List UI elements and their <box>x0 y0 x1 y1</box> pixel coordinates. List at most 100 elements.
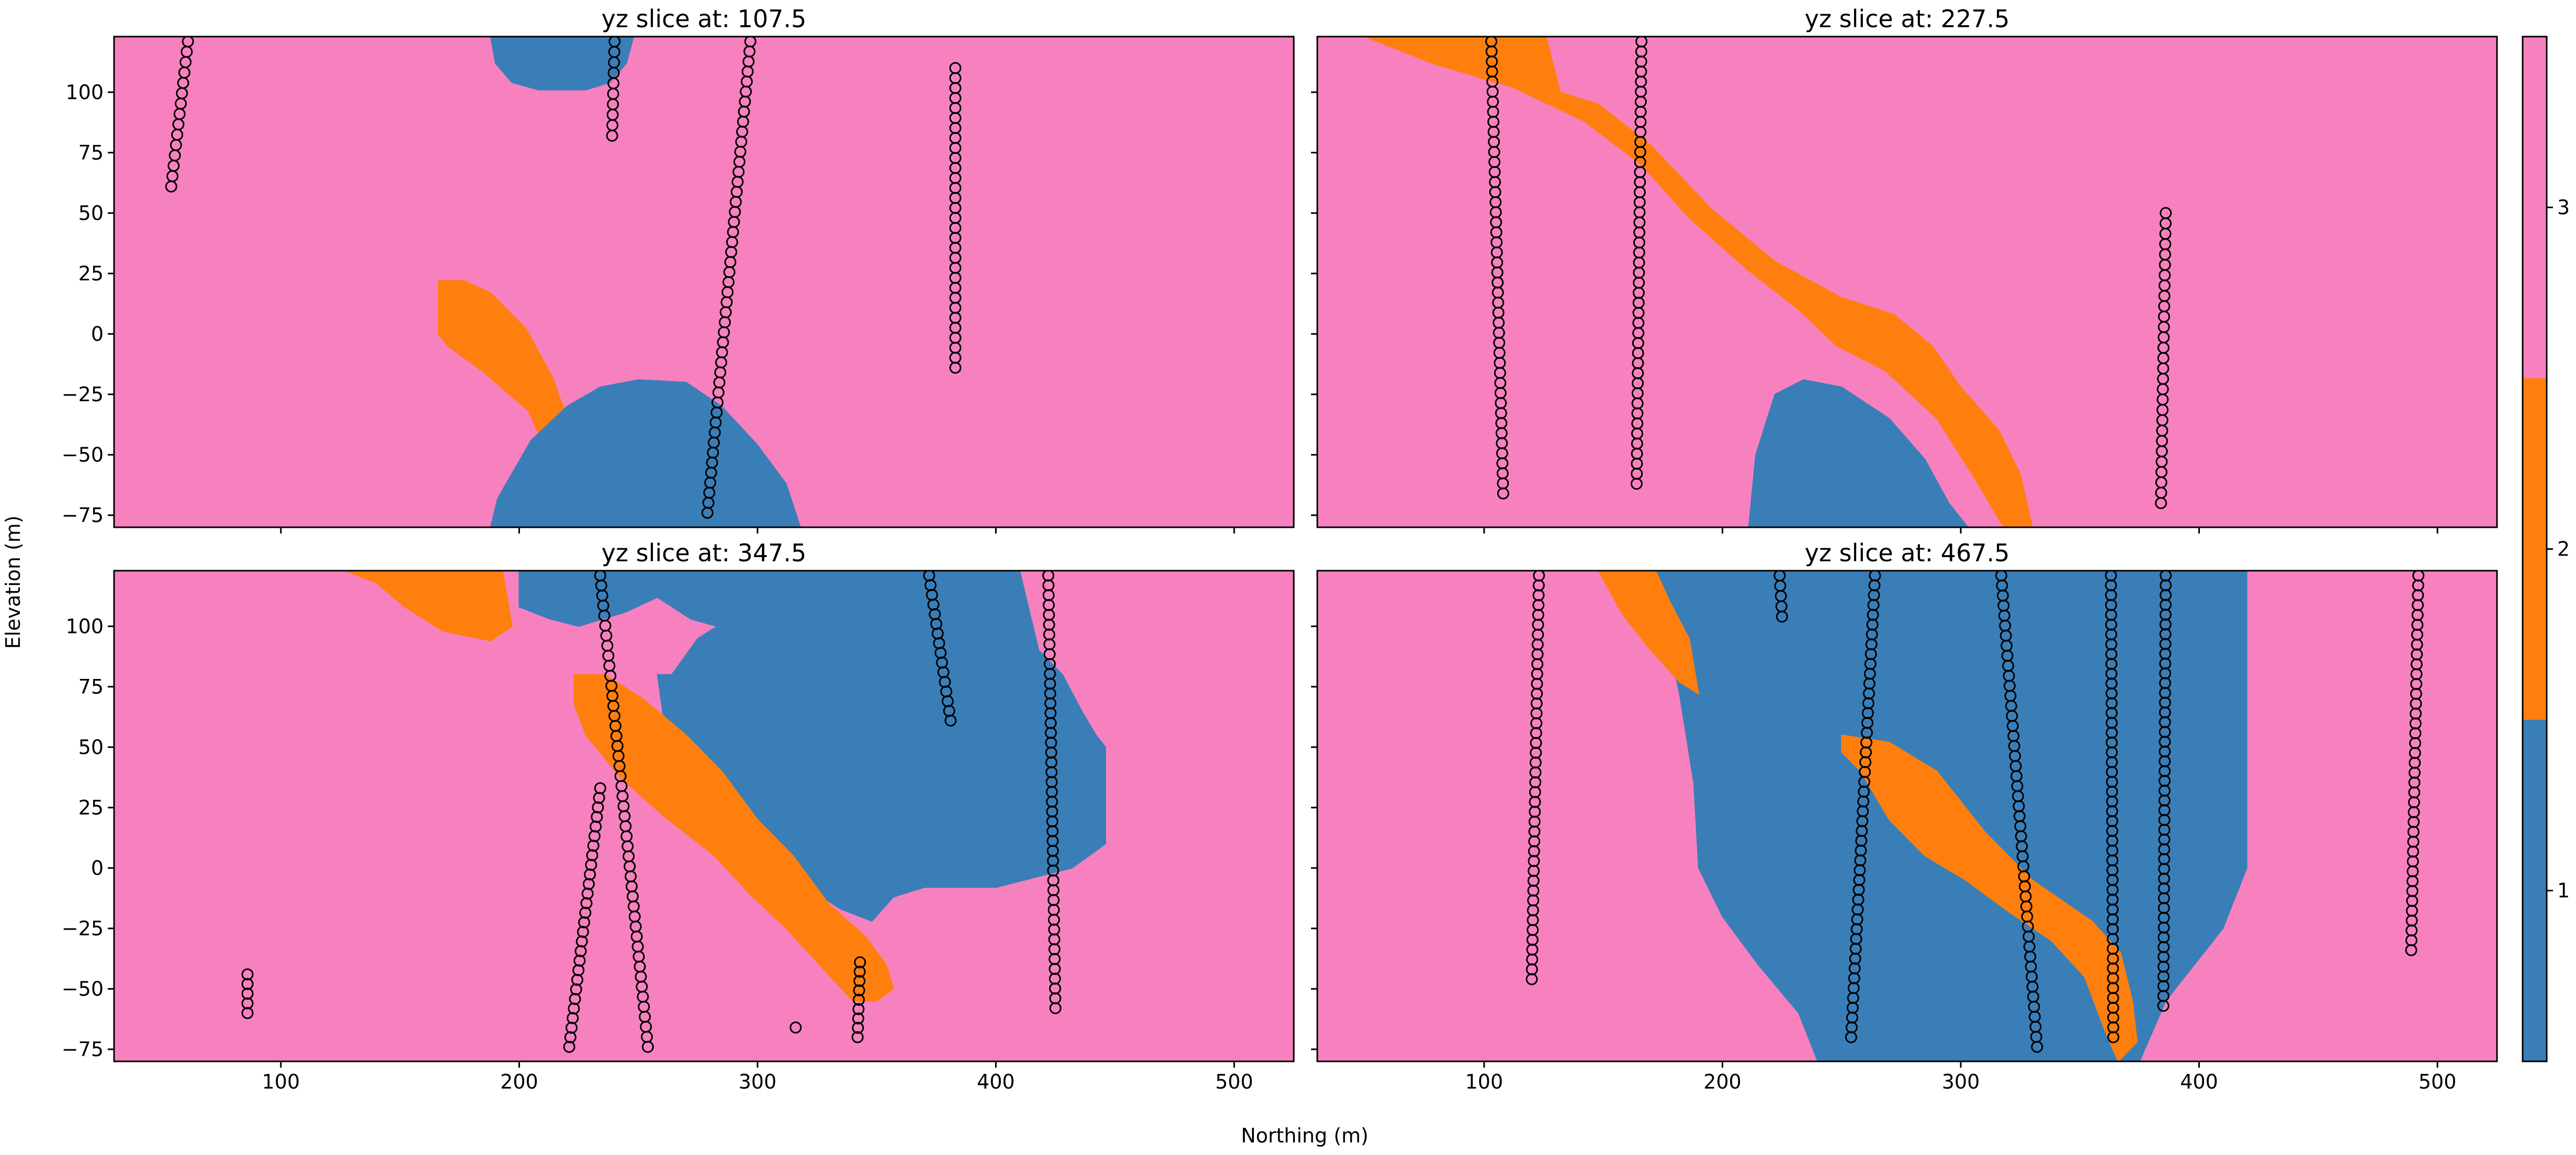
drillhole-marker <box>608 37 621 48</box>
colorbar-tick-label: 1 <box>2557 879 2570 902</box>
drillhole <box>1526 571 1545 986</box>
drillhole-marker <box>2157 1000 2170 1012</box>
colorbar-segment-unit-1 <box>2523 720 2547 1061</box>
drillhole-marker <box>241 1007 254 1020</box>
drillhole-marker <box>853 975 866 987</box>
colorbar-tick-label: 3 <box>2557 196 2570 219</box>
unit-1-region <box>1748 379 1969 527</box>
drillhole-marker <box>944 715 957 727</box>
y-tick-label: −75 <box>62 1038 104 1061</box>
drillhole-marker <box>1497 487 1509 500</box>
x-tick-label: 400 <box>977 1070 1015 1093</box>
drillhole <box>1845 571 1881 1044</box>
drillhole <box>1630 37 1648 490</box>
drillhole-marker <box>1630 478 1643 490</box>
x-tick-label: 200 <box>1703 1070 1742 1093</box>
drillhole <box>789 1021 802 1034</box>
panel-top-left: yz slice at: 107.5 100 75 50 25 0 −25 −50 −75 <box>62 5 1295 534</box>
y-tick-label: 25 <box>78 796 104 819</box>
drillhole-marker <box>563 1040 575 1053</box>
colorbar-tick-label: 2 <box>2557 538 2570 561</box>
drillhole-marker <box>1845 1031 1857 1044</box>
drillhole <box>2155 207 2172 509</box>
drillhole <box>241 968 254 1020</box>
drillhole <box>2105 571 2120 1044</box>
y-tick-label: 75 <box>78 675 104 698</box>
figure-ylabel: Elevation (m) <box>2 515 25 649</box>
x-tick-label: 400 <box>2180 1070 2218 1093</box>
x-tick-label: 100 <box>262 1070 300 1093</box>
panel-title: yz slice at: 347.5 <box>602 539 807 567</box>
drillhole-marker <box>2155 497 2167 509</box>
drillhole <box>563 782 606 1053</box>
x-tick-label: 200 <box>500 1070 538 1093</box>
drillhole <box>165 37 194 192</box>
panel-bottom-right: yz slice at: 467.5 100 200 300 400 500 <box>1311 539 2498 1093</box>
drillhole-marker <box>241 968 254 981</box>
y-tick-label: −25 <box>62 383 104 406</box>
y-tick-label: 50 <box>78 735 104 758</box>
panel-frame <box>113 36 1295 528</box>
y-tick-label: −75 <box>62 504 104 527</box>
y-tick-label: 0 <box>91 856 104 879</box>
drillhole-marker <box>853 984 865 997</box>
drillhole <box>1485 37 1509 500</box>
drillhole <box>594 571 654 1053</box>
unit-2-region <box>573 674 894 1002</box>
colorbar-segment-unit-2 <box>2523 378 2547 720</box>
drillhole <box>1773 571 1788 623</box>
drillhole-marker <box>853 966 866 978</box>
drillhole <box>2157 571 2172 1012</box>
x-tick-label: 300 <box>739 1070 777 1093</box>
drillhole <box>2405 571 2425 956</box>
drillhole-marker <box>744 37 756 48</box>
panel-title: yz slice at: 467.5 <box>1805 539 2010 567</box>
drillhole-marker <box>1526 973 1538 986</box>
drillhole-marker <box>852 1012 864 1025</box>
drillhole <box>851 956 866 1044</box>
figure-xlabel: Northing (m) <box>1241 1124 1369 1147</box>
y-tick-label: −50 <box>62 977 104 1000</box>
panel-title: yz slice at: 227.5 <box>1805 5 2010 33</box>
drillhole <box>701 37 756 519</box>
panel-top-right: yz slice at: 227.5 <box>1311 5 2498 534</box>
unit-2-region <box>1364 37 2033 527</box>
drillhole-marker <box>1776 610 1788 623</box>
y-tick-label: 100 <box>65 615 104 638</box>
colorbar-segment-unit-3 <box>2523 37 2547 378</box>
unit-2-region <box>1841 734 2138 1061</box>
panel-frame <box>1316 36 2498 528</box>
drillhole-marker <box>1049 1002 1061 1014</box>
y-tick-label: 100 <box>65 81 104 104</box>
drillhole-marker <box>851 1031 864 1044</box>
panel-frame <box>1316 570 2498 1062</box>
colorbar: 1 2 3 <box>2522 36 2570 1062</box>
drillhole-marker <box>853 993 865 1006</box>
plot-area <box>114 37 1294 527</box>
drillhole-marker <box>182 37 194 48</box>
panel-frame <box>113 570 1295 1062</box>
plot-area <box>1317 37 2497 527</box>
x-tick-label: 500 <box>2419 1070 2457 1093</box>
drillhole <box>923 571 957 727</box>
drillhole-marker <box>2031 1040 2043 1053</box>
unit-1-region <box>490 37 635 90</box>
drillhole-marker <box>641 1040 654 1053</box>
drillhole <box>949 62 962 374</box>
y-tick-label: −25 <box>62 917 104 940</box>
y-tick-label: 50 <box>78 201 104 224</box>
unit-2-region <box>345 571 513 642</box>
y-tick-label: 75 <box>78 141 104 164</box>
y-tick-label: 25 <box>78 262 104 285</box>
plot-area <box>1317 571 2497 1061</box>
x-tick-label: 300 <box>1942 1070 1980 1093</box>
drillhole <box>1042 571 1061 1014</box>
x-tick-label: 100 <box>1465 1070 1504 1093</box>
plot-area <box>114 571 1294 1061</box>
unit-2-region <box>1598 571 1700 695</box>
drillhole-marker <box>949 62 962 74</box>
drillhole-marker <box>854 956 866 969</box>
y-tick-label: 0 <box>91 322 104 345</box>
